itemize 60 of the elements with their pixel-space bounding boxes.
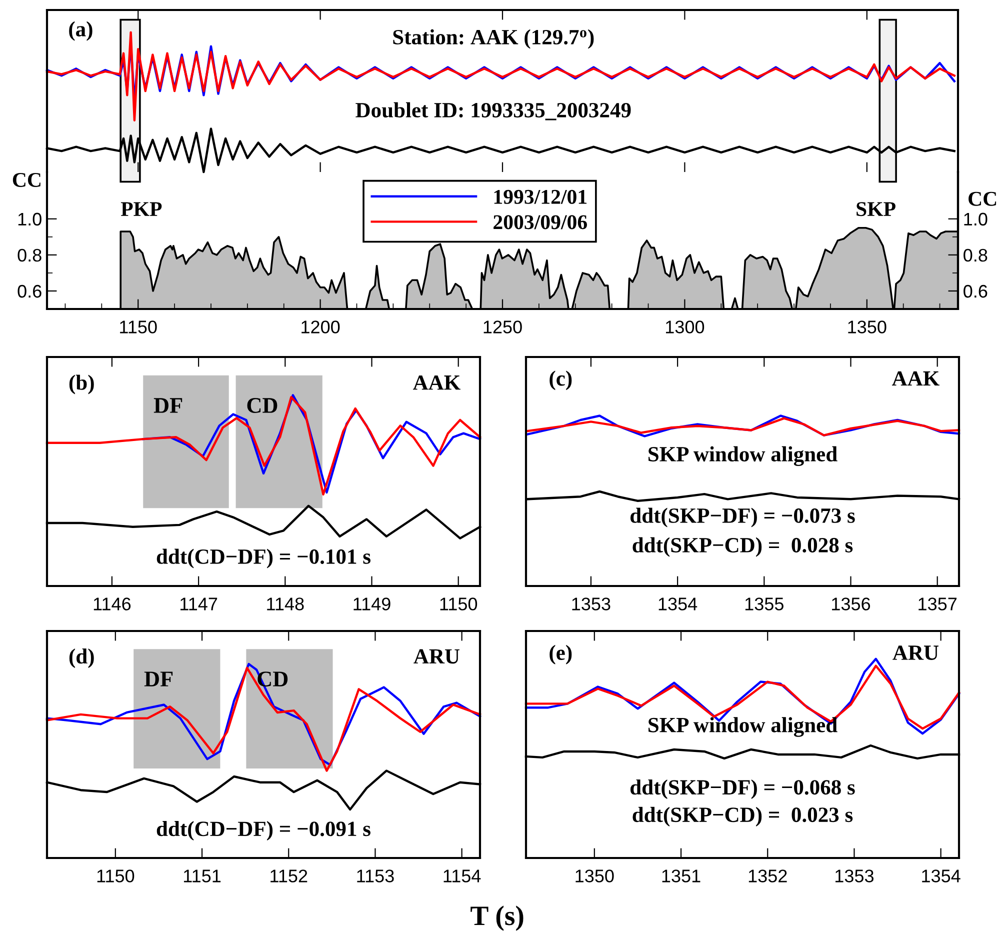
annotation: (a) xyxy=(69,21,92,41)
x-tick-label: 1154 xyxy=(444,870,481,882)
annotation: ddt(SKP−CD) = 0.028 s xyxy=(632,537,853,557)
annotation: ddt(SKP−DF) = −0.068 s xyxy=(630,779,855,799)
legend-label: 1993/12/01 xyxy=(494,190,587,204)
x-axis-title: T (s) xyxy=(470,906,524,931)
annotation: (e) xyxy=(550,644,572,664)
y2-tick-label: 0.8 xyxy=(964,248,988,262)
y2-tick-label: 1.0 xyxy=(964,212,988,226)
x-tick-label: 1356 xyxy=(832,598,870,610)
y-axis-title: CC xyxy=(12,172,40,187)
annotation: ARU xyxy=(892,646,938,660)
text: (b) xyxy=(69,374,94,394)
annotation: SKP window aligned xyxy=(648,717,838,737)
band-label: SKP xyxy=(856,202,896,216)
x-tick-label: 1146 xyxy=(94,598,131,610)
x-tick-label: 1353 xyxy=(572,598,610,610)
x-tick-label: 1147 xyxy=(180,598,218,610)
annotation: ddt(SKP−CD) = 0.023 s xyxy=(632,806,853,826)
band-label: PKP xyxy=(120,202,162,216)
x-tick-label: 1354 xyxy=(658,598,698,610)
x-tick-label: 1152 xyxy=(270,870,308,882)
x-tick-label: 1150 xyxy=(120,320,157,334)
x-tick-label: 1149 xyxy=(354,598,390,610)
text: AAK xyxy=(412,375,460,390)
x-tick-label: 1357 xyxy=(918,598,957,610)
y2-tick-label: 0.6 xyxy=(964,284,988,298)
annotation: ddt(SKP−DF) = −0.073 s xyxy=(630,508,855,528)
x-tick-label: 1354 xyxy=(922,870,960,882)
x-tick-label: 1350 xyxy=(848,320,886,334)
text: ARU xyxy=(414,649,460,664)
x-tick-label: 1150 xyxy=(440,598,478,610)
y-tick-label: 1.0 xyxy=(18,212,42,226)
band-label: DF xyxy=(144,672,173,686)
annotation: (d) xyxy=(69,648,94,668)
band-label: CD xyxy=(247,398,278,413)
y2-axis-title: CC xyxy=(968,192,996,206)
annotation: ddt(CD−DF) = −0.101 s xyxy=(156,548,370,568)
x-tick-label: 1151 xyxy=(184,870,221,882)
x-tick-label: 1148 xyxy=(267,598,304,610)
x-tick-label: 1353 xyxy=(836,870,874,882)
x-tick-label: 1355 xyxy=(745,598,784,610)
text: (c) xyxy=(550,370,572,390)
x-tick-label: 1351 xyxy=(662,870,700,882)
text: AAK xyxy=(892,371,940,386)
y-tick-label: 0.8 xyxy=(18,248,42,262)
legend-label: 2003/09/06 xyxy=(494,215,587,230)
x-tick-label: 1250 xyxy=(484,320,522,334)
band-label: DF xyxy=(154,398,182,413)
x-tick-label: 1150 xyxy=(97,870,134,882)
annotation: SKP window aligned xyxy=(648,446,838,466)
y-tick-label: 0.6 xyxy=(18,284,42,298)
annotation: ddt(CD−DF) = −0.091 s xyxy=(156,821,370,841)
x-tick-label: 1300 xyxy=(666,320,704,334)
x-tick-label: 1153 xyxy=(357,870,394,882)
annotation: Station: AAK (129.7$^{o}$) xyxy=(393,29,594,49)
x-tick-label: 1200 xyxy=(302,320,340,334)
x-tick-label: 1352 xyxy=(748,870,787,882)
x-tick-label: 1350 xyxy=(576,870,614,882)
annotation: Doublet ID: 1993335_2003249 xyxy=(356,102,631,120)
